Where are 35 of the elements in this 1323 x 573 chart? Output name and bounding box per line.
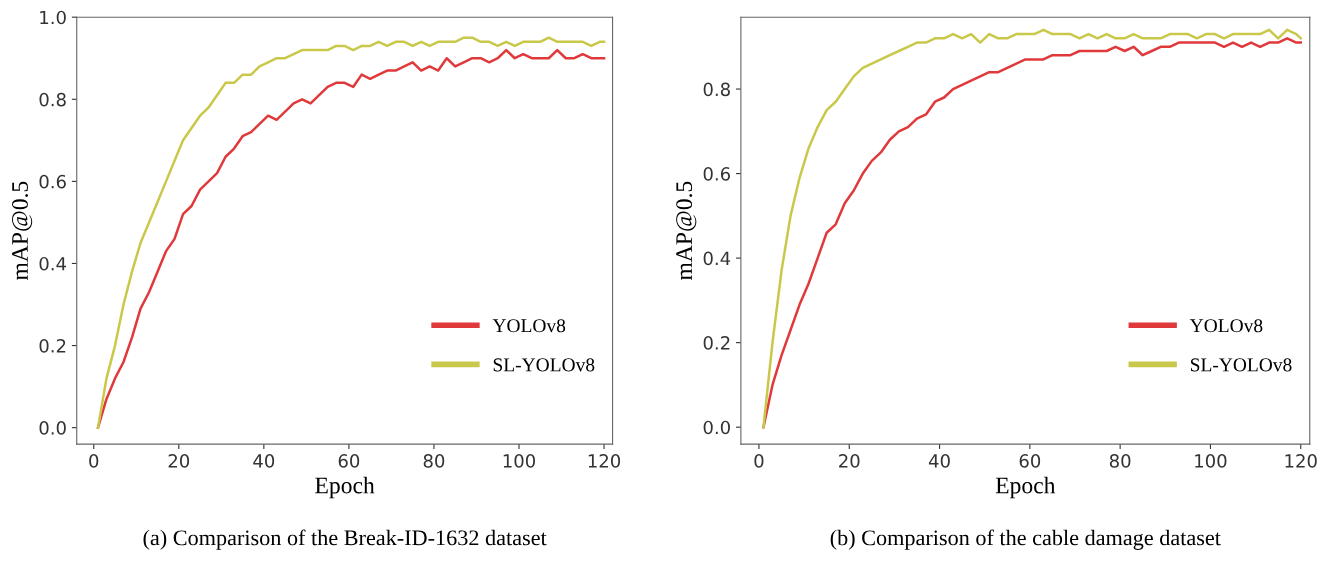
x-tick-label: 20 [168, 454, 190, 468]
x-tick-label: 80 [423, 454, 445, 468]
x-tick-label: 40 [928, 454, 950, 468]
legend-label: SL-YOLOv8 [1190, 358, 1292, 372]
text: (b) Comparison of the cable damage dataset [830, 529, 1221, 550]
y-tick-label: 0.0 [703, 420, 730, 435]
x-tick-label: 100 [503, 454, 536, 468]
x-tick-label: 80 [1109, 454, 1131, 468]
x-tick-label: 0 [754, 454, 764, 468]
y-axis-title: mAP@0.5 [11, 181, 33, 281]
x-tick-label: 60 [1019, 454, 1041, 468]
y-tick-label: 0.2 [39, 339, 66, 353]
x-tick-label: 0 [89, 454, 99, 468]
y-tick-label: 0.6 [703, 167, 731, 181]
y-tick-label: 0.0 [39, 421, 66, 435]
y-tick-label: 0.4 [703, 251, 731, 266]
y-tick-label: 0.2 [703, 336, 730, 350]
text: (a) Comparison of the Break-ID-1632 dataset [143, 529, 547, 550]
x-axis-title: Epoch [315, 476, 375, 499]
x-tick-label: 120 [1285, 454, 1317, 468]
y-axis-title: mAP@0.5 [676, 181, 697, 281]
y-tick-label: 1.0 [40, 10, 66, 25]
x-tick-label: 60 [338, 454, 360, 468]
x-tick-label: 20 [839, 454, 860, 468]
x-tick-label: 120 [588, 454, 621, 468]
x-tick-label: 100 [1195, 454, 1227, 468]
x-tick-label: 40 [253, 454, 275, 468]
y-tick-label: 0.4 [39, 256, 66, 271]
legend-label: YOLOv8 [1189, 319, 1263, 333]
y-tick-label: 0.6 [39, 174, 66, 189]
legend-label: YOLOv8 [492, 319, 566, 333]
x-axis-title: Epoch [995, 476, 1056, 499]
y-tick-label: 0.8 [39, 92, 66, 107]
y-tick-label: 0.8 [703, 82, 730, 97]
legend-label: SL-YOLOv8 [493, 358, 595, 372]
